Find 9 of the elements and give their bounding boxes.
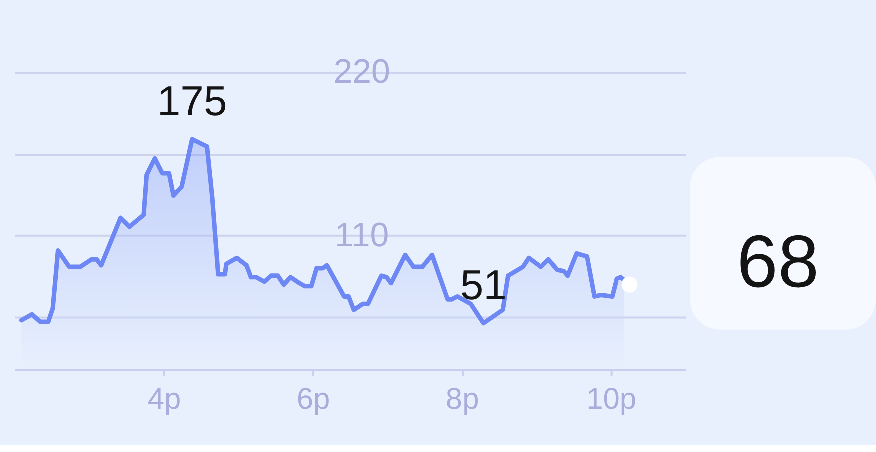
data-label: 175 [157, 77, 228, 124]
y-tick-label: 110 [335, 216, 390, 254]
x-tick-label: 8p [446, 382, 480, 416]
x-tick-label: 10p [586, 382, 637, 416]
y-tick-label: 220 [334, 53, 390, 92]
x-tick-label: 6p [296, 382, 330, 416]
text: 68 [737, 220, 820, 303]
data-label: 51 [460, 261, 508, 308]
x-tick-label: 4p [148, 382, 182, 416]
